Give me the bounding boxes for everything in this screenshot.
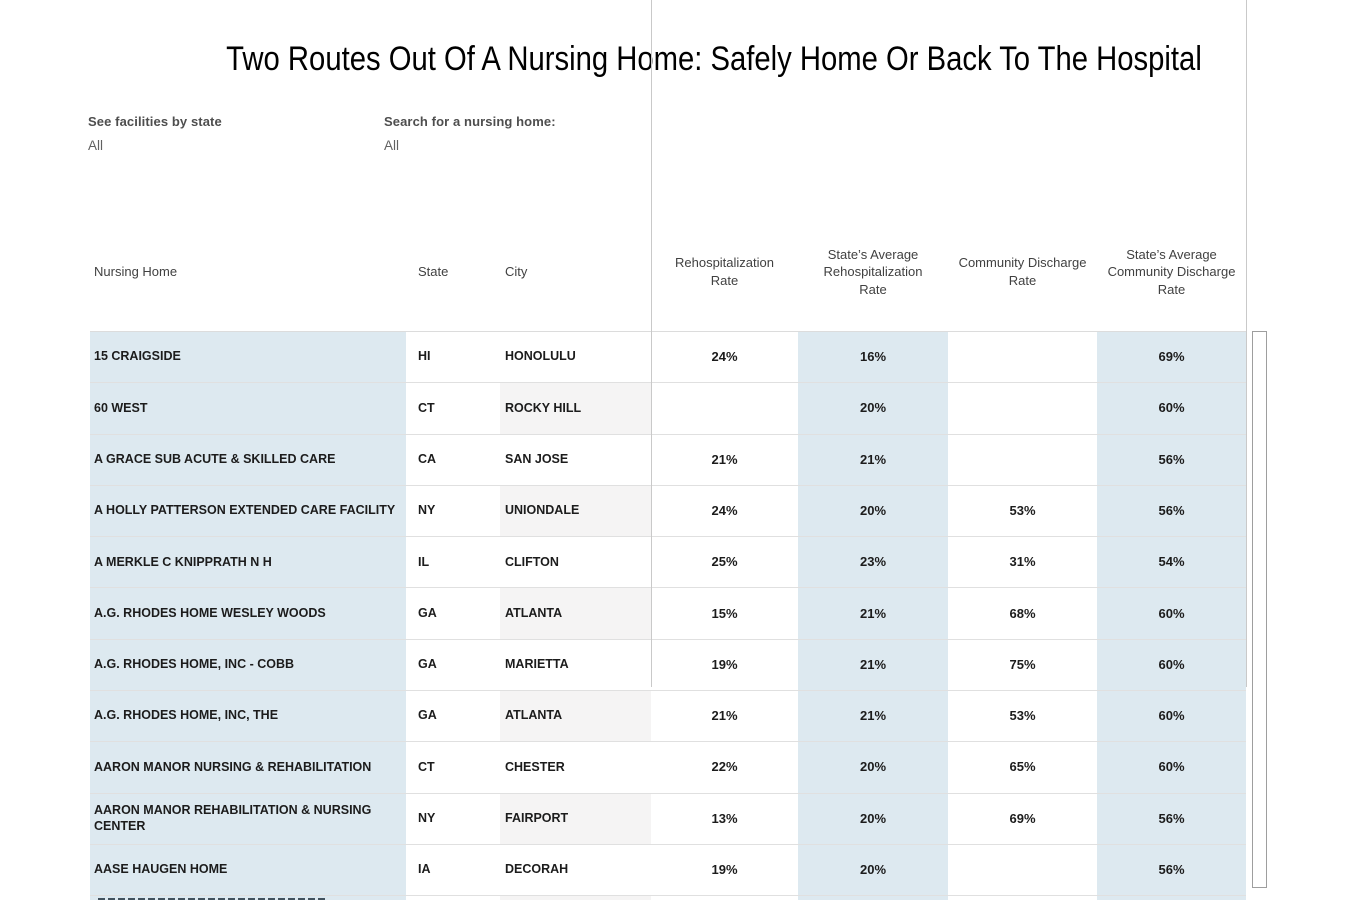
table-right-border-line — [1246, 0, 1247, 687]
table-row[interactable]: A.G. RHODES HOME, INC, THE GA ATLANTA 21… — [90, 691, 1246, 743]
filter-state-dropdown[interactable]: All — [88, 138, 104, 153]
column-header-state-avg-rehospitalization-rate[interactable]: State’s Average Rehospitalization Rate — [823, 246, 923, 297]
column-header-state-avg-community-discharge-rate[interactable]: State’s Average Community Discharge Rate — [1107, 246, 1236, 297]
table-row[interactable]: 15 CRAIGSIDE HI HONOLULU 24% 16% 69% — [90, 332, 1246, 384]
page-title: Two Routes Out Of A Nursing Home: Safely… — [226, 40, 1202, 78]
table-row[interactable]: A MERKLE C KNIPPRATH N H IL CLIFTON 25% … — [90, 537, 1246, 589]
column-header-state[interactable]: State — [418, 264, 449, 280]
partial-next-row — [90, 896, 1246, 900]
table-header-row: Nursing Home State City Rehospitalizatio… — [90, 213, 1246, 332]
table-row[interactable]: A.G. RHODES HOME WESLEY WOODS GA ATLANTA… — [90, 588, 1246, 640]
table-row[interactable]: AARON MANOR REHABILITATION & NURSING CEN… — [90, 793, 1246, 845]
column-header-nursing-home[interactable]: Nursing Home — [94, 264, 178, 280]
table-row[interactable]: AARON MANOR NURSING & REHABILITATION CT … — [90, 742, 1246, 794]
table-row[interactable]: A.G. RHODES HOME, INC - COBB GA MARIETTA… — [90, 639, 1246, 692]
filter-search-dropdown[interactable]: All — [384, 138, 400, 153]
clipped-text — [98, 898, 328, 900]
table-row[interactable]: AASE HAUGEN HOME IA DECORAH 19% 20% 56% — [90, 844, 1246, 897]
table-row[interactable]: A HOLLY PATTERSON EXTENDED CARE FACILITY… — [90, 485, 1246, 538]
column-header-city[interactable]: City — [505, 264, 528, 280]
filter-search-label: Search for a nursing home: — [384, 114, 556, 129]
table-row[interactable]: A GRACE SUB ACUTE & SKILLED CARE CA SAN … — [90, 434, 1246, 486]
filter-state: See facilities by state All — [88, 114, 222, 153]
column-separator-line — [651, 0, 652, 687]
filter-state-label: See facilities by state — [88, 114, 222, 129]
nursing-home-table: Nursing Home State City Rehospitalizatio… — [90, 213, 1246, 900]
table-body: 15 CRAIGSIDE HI HONOLULU 24% 16% 69% 60 … — [90, 332, 1246, 897]
vertical-scrollbar-thumb[interactable] — [1252, 331, 1267, 888]
filter-search: Search for a nursing home: All — [384, 114, 556, 153]
table-row[interactable]: 60 WEST CT ROCKY HILL 20% 60% — [90, 383, 1246, 435]
column-header-community-discharge-rate[interactable]: Community Discharge Rate — [958, 255, 1087, 288]
column-header-rehospitalization-rate[interactable]: Rehospitalization Rate — [674, 255, 774, 288]
